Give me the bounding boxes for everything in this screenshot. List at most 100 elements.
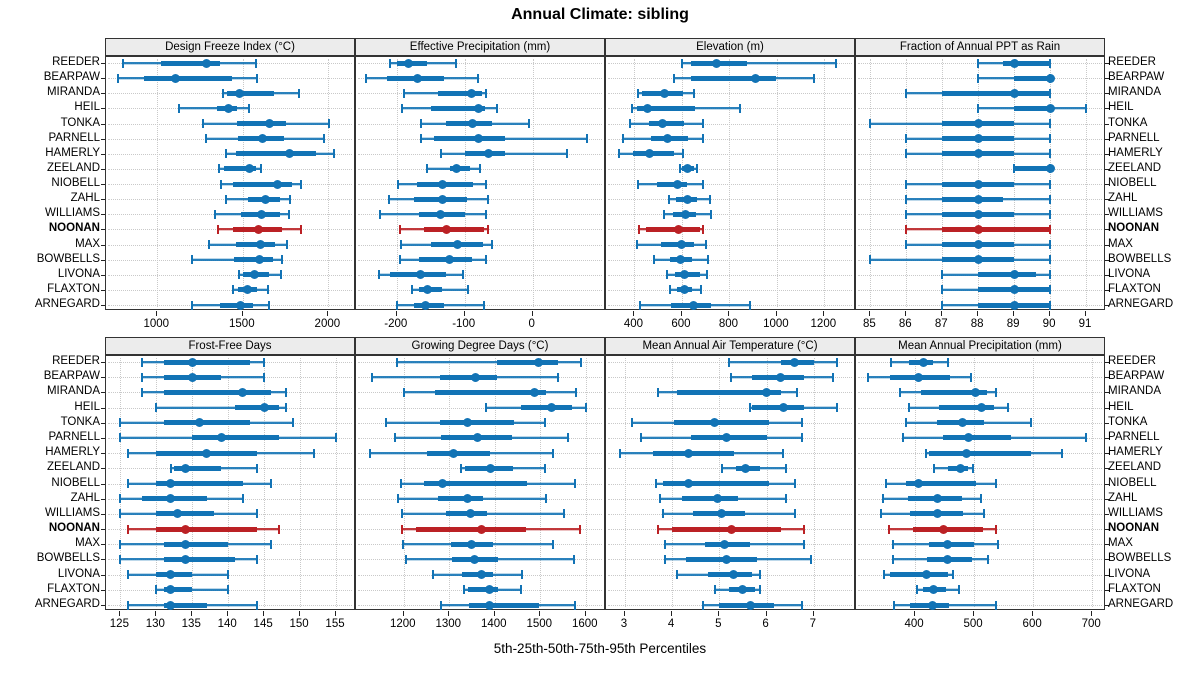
p5-cap — [631, 103, 634, 113]
p5-cap — [378, 270, 381, 280]
p5-cap — [191, 255, 194, 265]
median-dot — [676, 255, 686, 265]
p95-cap — [241, 494, 244, 504]
p5-cap — [891, 554, 894, 564]
median-dot — [711, 58, 721, 68]
median-dot — [180, 463, 190, 473]
p5-cap — [941, 285, 944, 295]
p5-cap — [402, 88, 405, 98]
station-row-tick — [101, 574, 105, 576]
p25-p75-bar — [234, 257, 273, 263]
station-label-left-noonan: NOONAN — [48, 222, 100, 235]
p5-cap — [932, 463, 935, 473]
p95-cap — [1029, 418, 1032, 428]
p95-cap — [983, 509, 986, 519]
p5-cap — [905, 194, 908, 204]
p95-cap — [281, 255, 284, 265]
v-gridline — [157, 59, 159, 307]
median-dot — [173, 509, 183, 519]
p25-p75-bar — [440, 374, 498, 380]
median-dot — [762, 387, 772, 397]
station-row-tick — [1105, 422, 1109, 424]
median-dot — [778, 403, 788, 413]
x-tick-mark — [1091, 611, 1093, 616]
p5-cap — [893, 600, 896, 610]
station-row-tick — [1105, 559, 1109, 561]
station-row-tick — [1105, 498, 1109, 500]
x-tick-mark — [1049, 311, 1051, 316]
x-tick-mark — [191, 611, 193, 616]
p95-cap — [1049, 300, 1052, 310]
median-dot — [961, 448, 971, 458]
median-dot — [234, 88, 244, 98]
p25-p75-bar — [890, 572, 948, 578]
station-label-right-zeeland: ZEELAND — [1108, 161, 1162, 174]
station-row-tick — [1105, 362, 1109, 363]
x-tick-label: 5 — [715, 618, 722, 630]
p25-p75-bar — [235, 151, 316, 157]
p95-cap — [467, 285, 470, 295]
station-label-right-livona: LIVONA — [1108, 267, 1151, 280]
p5-cap — [459, 463, 462, 473]
p5-cap — [140, 387, 143, 397]
x-tick-mark — [155, 611, 157, 616]
station-row-tick — [101, 168, 105, 170]
median-dot — [187, 357, 197, 367]
x-tick-mark — [1085, 311, 1087, 316]
p5-cap — [977, 58, 980, 68]
station-row-tick — [101, 483, 105, 485]
p25-p75-bar — [163, 587, 193, 593]
p5-cap — [637, 88, 640, 98]
panel-plot-area — [101, 355, 355, 610]
median-dot — [1009, 285, 1019, 295]
x-tick-label: 85 — [862, 318, 876, 330]
median-dot — [236, 300, 246, 310]
p95-cap — [227, 570, 230, 580]
p5-cap — [637, 179, 640, 189]
panel-plot-area — [605, 355, 855, 610]
p5-cap — [207, 240, 210, 249]
station-label-left-reeder: REEDER — [52, 355, 100, 367]
station-label-left-hamerly: HAMERLY — [45, 146, 100, 159]
station-row-tick — [101, 468, 105, 470]
p25-p75-bar — [905, 481, 977, 486]
median-dot — [259, 403, 269, 413]
station-row-tick — [1105, 392, 1109, 394]
median-dot — [441, 224, 451, 234]
station-label-right-heil: HEIL — [1108, 101, 1134, 114]
p5-cap — [665, 270, 668, 280]
station-label-left-tonka: TONKA — [60, 415, 100, 428]
station-row-tick — [101, 63, 105, 64]
panel-mean-annual-precipitation-mm-: Mean Annual Precipitation (mm) — [855, 337, 1109, 610]
station-label-right-zahl: ZAHL — [1108, 192, 1138, 205]
panel-title-text: Mean Annual Precipitation (mm) — [898, 340, 1062, 352]
p95-cap — [803, 524, 806, 534]
median-dot — [166, 600, 176, 610]
median-dot — [436, 209, 446, 219]
p95-cap — [1006, 403, 1009, 413]
p95-cap — [1061, 448, 1064, 458]
p5-p95-whisker — [978, 77, 1051, 80]
panel-plot-area — [101, 56, 355, 310]
median-dot — [943, 539, 953, 549]
v-gridline — [532, 59, 534, 307]
p95-cap — [284, 387, 287, 397]
station-label-right-miranda: MIRANDA — [1108, 86, 1162, 99]
p95-cap — [291, 418, 294, 428]
p25-p75-bar — [653, 450, 734, 456]
p95-cap — [994, 387, 997, 397]
p95-cap — [1049, 285, 1052, 295]
station-row-tick — [101, 93, 105, 95]
station-label-right-flaxton: FLAXTON — [1108, 282, 1161, 295]
station-label-left-miranda: MIRANDA — [46, 385, 100, 398]
p95-cap — [486, 224, 489, 234]
station-label-left-bearpaw: BEARPAW — [43, 370, 100, 383]
p25-p75-bar — [163, 389, 272, 395]
panel-growing-degree-days-c-: Growing Degree Days (°C) — [355, 337, 605, 610]
station-row-tick — [101, 108, 105, 110]
median-dot — [166, 494, 176, 504]
station-row-tick — [1105, 63, 1109, 64]
p95-cap — [784, 494, 787, 504]
station-row-tick — [1105, 407, 1109, 409]
p95-cap — [557, 372, 560, 382]
